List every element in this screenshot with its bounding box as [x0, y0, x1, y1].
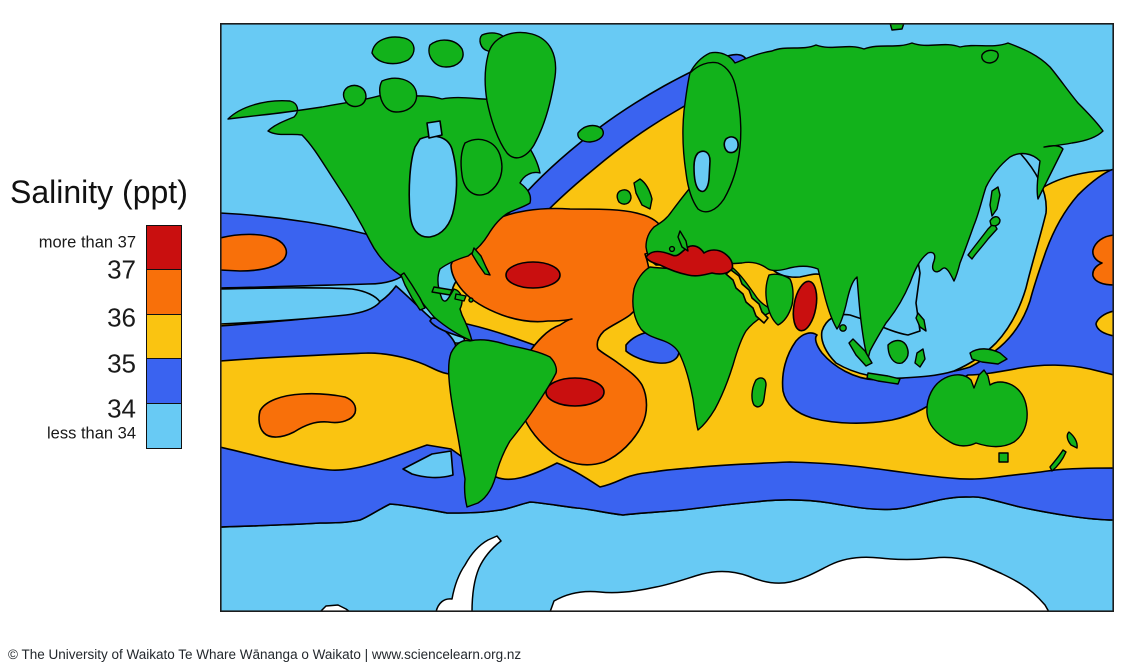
- hudson-strait: [426, 120, 443, 139]
- ireland: [616, 189, 632, 205]
- sicily: [668, 245, 676, 253]
- java: [866, 372, 901, 385]
- arctic-island-victoria: [378, 77, 418, 113]
- greenland: [484, 31, 557, 159]
- legend-title: Salinity (ppt): [10, 174, 188, 210]
- antarctic-peninsula: [435, 535, 502, 612]
- legend-swatch-34-35: [146, 358, 182, 405]
- legend-swatch-35-36: [146, 313, 182, 360]
- northeast-pacific-gyre-36-37: [1092, 234, 1114, 286]
- mediterranean-and-black-sea: [645, 245, 734, 277]
- borneo: [887, 339, 909, 364]
- florida-peninsula: [471, 247, 491, 276]
- new-zealand-south-island: [1049, 449, 1067, 472]
- new-guinea: [969, 348, 1008, 365]
- hudson-bay: [408, 135, 458, 238]
- philippines: [915, 312, 927, 332]
- northwest-pacific-gyre-36-37: [220, 233, 288, 272]
- new-zealand-north-island: [1066, 431, 1078, 449]
- sakhalin: [989, 186, 1001, 217]
- svalbard: [981, 49, 999, 64]
- persian-gulf: [792, 280, 818, 332]
- red-sea: [725, 269, 769, 324]
- sri-lanka: [839, 324, 847, 332]
- arctic-island-baffin: [460, 138, 503, 196]
- legend-label-36: 36: [107, 302, 136, 333]
- legend-label-more-than-37: more than 37: [38, 233, 136, 252]
- south-pacific-gyre-36-37: [258, 392, 357, 438]
- footer-credit: © The University of Waikato Te Whare Wān…: [8, 647, 522, 662]
- arctic-coast-islet: [889, 23, 905, 31]
- puerto-rico: [468, 297, 474, 303]
- antarctica-west-islet: [319, 604, 351, 612]
- baja-california: [400, 272, 426, 311]
- madagascar: [751, 377, 767, 408]
- continent-south-america: [447, 339, 558, 508]
- map-frame: [220, 23, 1114, 612]
- iceland: [577, 124, 604, 143]
- arabian-peninsula: [765, 273, 794, 326]
- south-atlantic-salinity-max-37plus: [545, 377, 605, 407]
- legend-label-34: 34: [107, 393, 136, 424]
- hokkaido: [989, 216, 1001, 227]
- legend-swatch-36-37: [146, 269, 182, 316]
- antarctica-mainland: [549, 556, 1050, 612]
- sumatra: [848, 338, 873, 367]
- legend-swatch-more-than-37: [146, 225, 182, 271]
- arctic-island-small-west: [342, 84, 367, 108]
- australia: [926, 369, 1028, 448]
- great-britain: [633, 178, 653, 210]
- baltic-sea: [693, 150, 711, 193]
- arctic-island-banks: [371, 36, 415, 65]
- legend-swatch-column: [146, 225, 182, 449]
- hispaniola: [454, 293, 467, 302]
- legend-label-less-than-34: less than 34: [47, 424, 136, 443]
- legend-swatch-less-than-34: [146, 402, 182, 449]
- legend-label-37: 37: [107, 254, 136, 285]
- patagonia-coastal-lightblue-wedge: [402, 450, 454, 479]
- arctic-island-ellesmere: [428, 39, 464, 68]
- world-salinity-map: [220, 23, 1114, 612]
- japan: [967, 222, 998, 260]
- continent-africa: [632, 266, 774, 431]
- sulawesi: [914, 348, 926, 368]
- north-atlantic-salinity-max-37plus: [505, 261, 561, 289]
- atlantic-gyres-36-37: [450, 207, 665, 466]
- world-salinity-map-svg: [220, 23, 1114, 612]
- pacific-inter-band-lightblue-sliver: [220, 287, 381, 325]
- tasmania: [998, 452, 1009, 463]
- pacific-equatorial-yellow-wedge: [1095, 310, 1114, 337]
- white-sea: [723, 136, 739, 154]
- legend-label-35: 35: [107, 348, 136, 379]
- cuba: [431, 286, 453, 296]
- italy: [677, 230, 689, 252]
